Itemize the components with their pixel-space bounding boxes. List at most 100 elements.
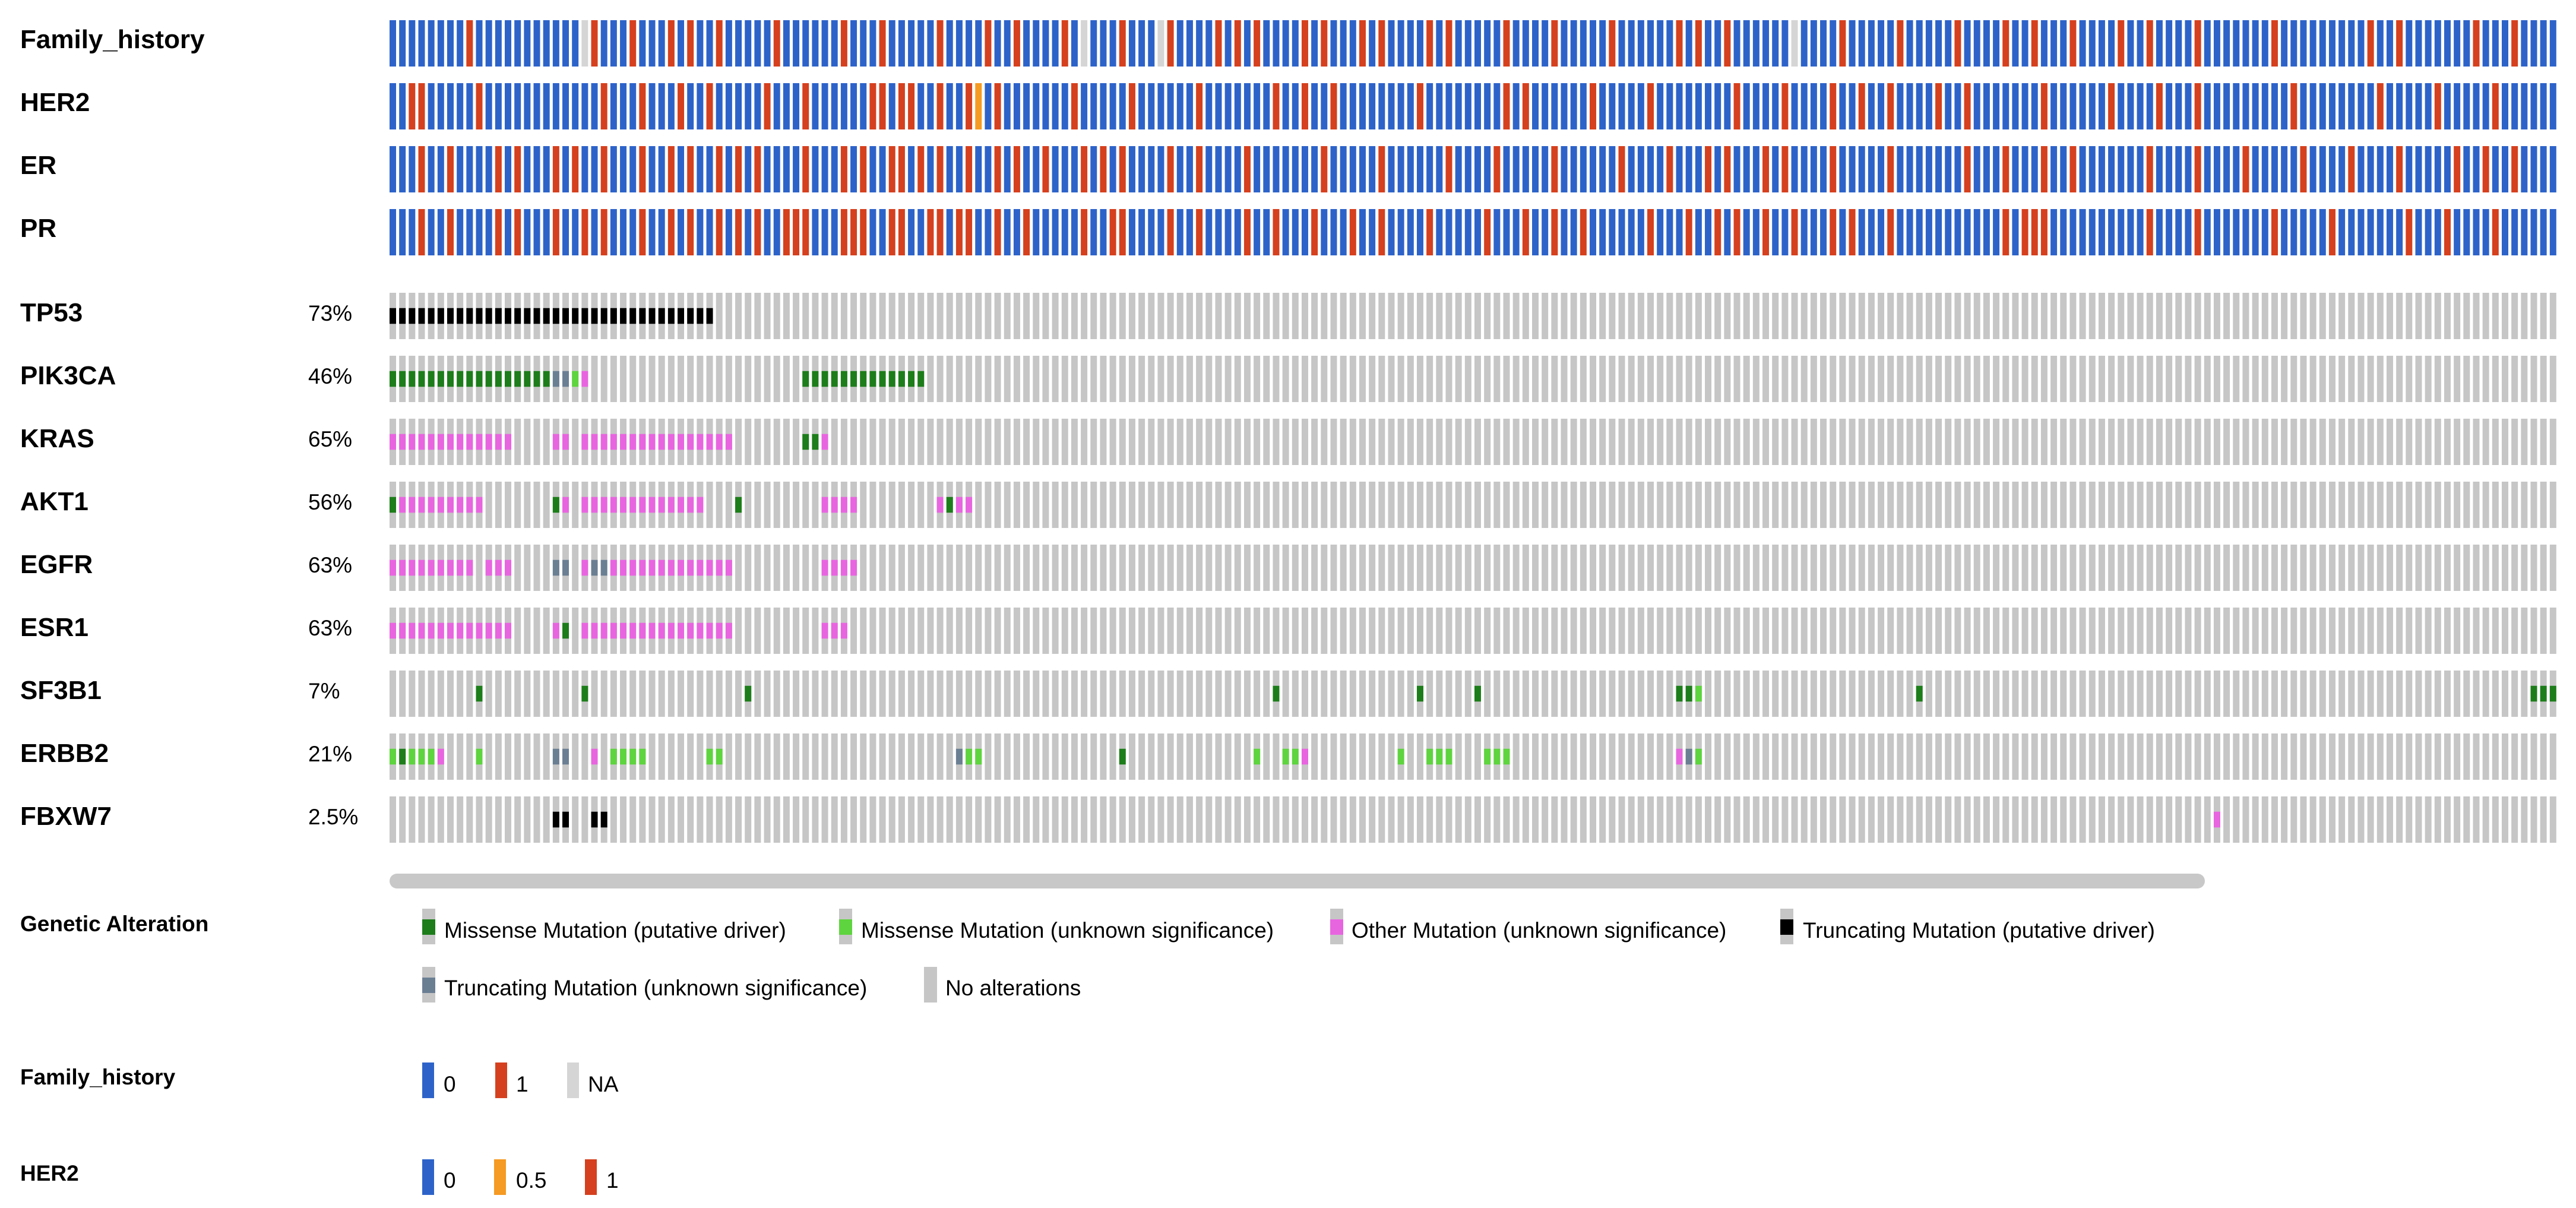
gene-cell-kras <box>1791 419 1798 465</box>
clinical-cell-pr <box>1282 209 1289 255</box>
clinical-cell-her2 <box>2252 83 2259 129</box>
gene-cell-akt1 <box>1897 482 1904 528</box>
gene-cell-esr1 <box>1330 608 1337 654</box>
gene-cell-akt1 <box>2281 482 2288 528</box>
clinical-cell-pr <box>2233 209 2240 255</box>
clinical-cell-pr <box>485 209 492 255</box>
gene-cell-erbb2 <box>1186 733 1193 780</box>
alteration-egfr <box>658 559 665 576</box>
gene-cell-pik3ca <box>1378 356 1385 402</box>
gene-cell-akt1 <box>1714 482 1721 528</box>
clinical-cell-er <box>1887 146 1894 192</box>
gene-cell-erbb2 <box>2242 733 2249 780</box>
clinical-cell-her2 <box>1464 83 1471 129</box>
gene-cell-kras <box>2146 419 2153 465</box>
gene-cell-esr1 <box>2040 608 2047 654</box>
gene-cell-esr1 <box>1772 608 1779 654</box>
gene-cell-fbxw7 <box>1964 796 1971 843</box>
gene-cell-esr1 <box>1522 608 1529 654</box>
gene-cell-akt1 <box>1791 482 1798 528</box>
clinical-cell-er <box>1599 146 1606 192</box>
clinical-cell-her2 <box>802 83 809 129</box>
clinical-cell-er <box>1714 146 1721 192</box>
gene-cell-esr1 <box>1820 608 1827 654</box>
gene-cell-kras <box>1887 419 1894 465</box>
gene-cell-esr1 <box>1004 608 1011 654</box>
gene-cell-erbb2 <box>1224 733 1232 780</box>
gene-cell-tp53 <box>1388 293 1395 339</box>
horizontal-scrollbar[interactable] <box>390 874 2205 888</box>
gene-cell-fbxw7 <box>1455 796 1462 843</box>
gene-cell-fbxw7 <box>1590 796 1597 843</box>
clinical-cell-er <box>1004 146 1011 192</box>
clinical-cell-pr <box>850 209 857 255</box>
gene-cell-sf3b1 <box>1839 671 1846 717</box>
clinical-cell-pr <box>1849 209 1856 255</box>
gene-cell-tp53 <box>840 293 847 339</box>
clinical-cell-er <box>764 146 771 192</box>
gene-cell-sf3b1 <box>735 671 742 717</box>
gene-cell-erbb2 <box>2406 733 2413 780</box>
gene-cell-tp53 <box>1522 293 1529 339</box>
gene-cell-pik3ca <box>955 356 963 402</box>
gene-cell-tp53 <box>2492 293 2499 339</box>
alteration-esr1 <box>667 622 675 639</box>
clinical-cell-er <box>1781 146 1789 192</box>
gene-cell-fbxw7 <box>1004 796 1011 843</box>
gene-cell-kras <box>2271 419 2278 465</box>
gene-cell-egfr <box>917 545 925 591</box>
alteration-sf3b1 <box>1695 685 1702 702</box>
clinical-cell-er <box>917 146 925 192</box>
alteration-egfr <box>409 559 416 576</box>
gene-cell-pik3ca <box>2530 356 2537 402</box>
clinical-cell-family-history <box>1791 20 1798 67</box>
gene-cell-egfr <box>879 545 886 591</box>
gene-cell-pik3ca <box>1916 356 1923 402</box>
gene-cell-egfr <box>1810 545 1817 591</box>
gene-cell-esr1 <box>543 608 550 654</box>
gene-cell-esr1 <box>1493 608 1501 654</box>
gene-cell-kras <box>2021 419 2028 465</box>
clinical-cell-her2 <box>697 83 704 129</box>
clinical-cell-family-history <box>2300 20 2307 67</box>
gene-cell-sf3b1 <box>2309 671 2316 717</box>
gene-cell-erbb2 <box>1369 733 1376 780</box>
clinical-cell-er <box>1925 146 1932 192</box>
clinical-cell-family-history <box>495 20 502 67</box>
gene-cell-fbxw7 <box>1628 796 1635 843</box>
gene-cell-egfr <box>1484 545 1491 591</box>
gene-cell-akt1 <box>1580 482 1587 528</box>
clinical-cell-pr <box>1983 209 1990 255</box>
clinical-cell-family-history <box>706 20 713 67</box>
alteration-tp53 <box>437 308 444 324</box>
clinical-cell-family-history <box>1234 20 1241 67</box>
clinical-cell-pr <box>2242 209 2249 255</box>
gene-cell-pik3ca <box>1243 356 1251 402</box>
gene-cell-sf3b1 <box>2040 671 2047 717</box>
clinical-cell-er <box>629 146 637 192</box>
gene-cell-kras <box>1733 419 1740 465</box>
gene-cell-akt1 <box>1311 482 1318 528</box>
clinical-cell-pr <box>447 209 454 255</box>
gene-cell-akt1 <box>2012 482 2019 528</box>
clinical-cell-her2 <box>2473 83 2480 129</box>
gene-cell-sf3b1 <box>1493 671 1501 717</box>
clinical-cell-er <box>879 146 886 192</box>
gene-cell-erbb2 <box>2521 733 2528 780</box>
gene-cell-tp53 <box>1330 293 1337 339</box>
gene-cell-pik3ca <box>1042 356 1049 402</box>
gene-cell-erbb2 <box>2108 733 2115 780</box>
alteration-egfr <box>831 559 838 576</box>
alteration-erbb2 <box>399 748 406 765</box>
gene-cell-erbb2 <box>1407 733 1414 780</box>
alteration-erbb2 <box>639 748 646 765</box>
clinical-cell-family-history <box>428 20 435 67</box>
gene-cell-kras <box>1849 419 1856 465</box>
gene-cell-pik3ca <box>2040 356 2047 402</box>
clinical-cell-er <box>562 146 569 192</box>
clinical-cell-her2 <box>2127 83 2134 129</box>
clinical-cell-er <box>1128 146 1135 192</box>
gene-cell-kras <box>1426 419 1433 465</box>
clinical-cell-er <box>2367 146 2374 192</box>
gene-cell-fbxw7 <box>2415 796 2422 843</box>
